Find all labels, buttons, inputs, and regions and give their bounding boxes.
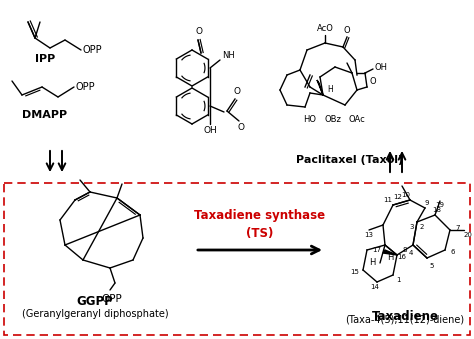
Text: OPP: OPP — [83, 45, 103, 55]
Text: O: O — [237, 123, 245, 132]
Text: 2: 2 — [420, 224, 424, 230]
Text: 18: 18 — [432, 207, 441, 213]
Text: 9: 9 — [425, 200, 429, 206]
Text: NH: NH — [222, 52, 235, 60]
Text: H: H — [369, 258, 375, 267]
Text: 11: 11 — [383, 197, 392, 203]
Text: 7: 7 — [456, 225, 460, 231]
Text: O: O — [344, 26, 350, 35]
Text: (Geranylgeranyl diphosphate): (Geranylgeranyl diphosphate) — [22, 309, 168, 319]
Text: IPP: IPP — [35, 54, 55, 64]
Text: DMAPP: DMAPP — [22, 110, 68, 120]
Bar — [4, 183, 470, 335]
Text: 1: 1 — [396, 277, 400, 283]
Text: OPP: OPP — [101, 294, 122, 304]
Text: GGPP: GGPP — [77, 295, 113, 308]
Text: O: O — [195, 27, 202, 36]
Text: OPP: OPP — [76, 82, 96, 92]
Text: Paclitaxel (Taxol): Paclitaxel (Taxol) — [296, 155, 403, 165]
Text: 16: 16 — [398, 254, 407, 260]
Text: 20: 20 — [464, 232, 473, 238]
Text: 12: 12 — [393, 194, 402, 200]
Text: 14: 14 — [371, 284, 380, 290]
Text: 10: 10 — [401, 192, 410, 198]
Text: Taxadiene synthase
(TS): Taxadiene synthase (TS) — [194, 210, 326, 240]
Text: 6: 6 — [451, 249, 455, 255]
Text: OH: OH — [203, 126, 217, 135]
Polygon shape — [317, 80, 323, 95]
Text: OAc: OAc — [348, 115, 365, 124]
Text: 8: 8 — [403, 247, 407, 253]
Text: HO: HO — [303, 115, 317, 124]
Text: H: H — [327, 85, 333, 95]
Text: O: O — [234, 87, 240, 96]
Text: (Taxa-4(5),11(12)-diene): (Taxa-4(5),11(12)-diene) — [346, 314, 465, 324]
Text: 15: 15 — [351, 269, 359, 275]
Text: OH: OH — [375, 62, 388, 72]
Text: 19: 19 — [436, 202, 445, 208]
Text: 5: 5 — [430, 263, 434, 269]
Text: AcO: AcO — [317, 24, 333, 33]
Text: OBz: OBz — [325, 115, 341, 124]
Text: 17: 17 — [373, 247, 382, 253]
Text: Taxadiene: Taxadiene — [372, 310, 438, 323]
Text: 3: 3 — [410, 224, 414, 230]
Text: H: H — [387, 253, 393, 262]
Polygon shape — [383, 250, 397, 255]
Text: 4: 4 — [409, 250, 413, 256]
Text: 13: 13 — [365, 232, 374, 238]
Text: O: O — [370, 78, 377, 86]
